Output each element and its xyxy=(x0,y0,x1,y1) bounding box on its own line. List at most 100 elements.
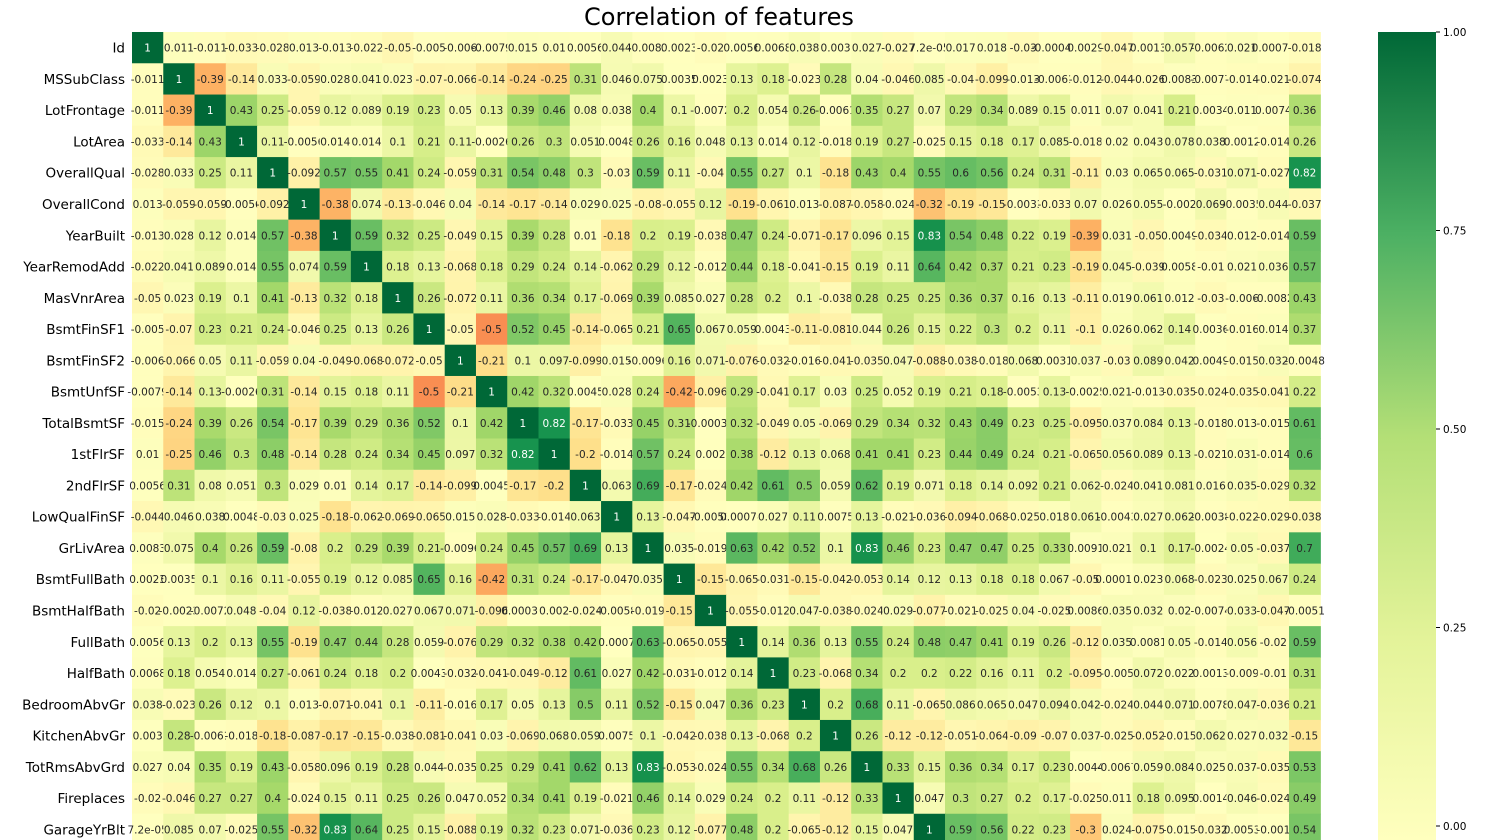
cell-value: 0.0068 xyxy=(755,43,792,55)
heatmap-cell xyxy=(538,782,571,815)
cell-value: 0.00071 xyxy=(1252,43,1295,55)
heatmap-cell xyxy=(288,188,321,221)
cell-value: 0.1 xyxy=(827,543,844,555)
heatmap-cell xyxy=(132,719,164,752)
cell-value: 0.42 xyxy=(511,387,534,399)
cell-value: 0.82 xyxy=(542,418,565,430)
heatmap-cell xyxy=(288,250,321,283)
cell-value: -0.0023 xyxy=(159,606,200,618)
cell-value: 0.081 xyxy=(1165,480,1195,492)
cell-value: -0.038 xyxy=(694,230,728,242)
heatmap-cell xyxy=(1226,501,1259,533)
cell-value: -0.033 xyxy=(131,136,165,148)
cell-value: 0.38 xyxy=(542,637,565,649)
cell-value: 0.25 xyxy=(386,824,409,836)
cell-value: -0.016 xyxy=(1225,324,1259,336)
heatmap-cell xyxy=(694,594,727,627)
heatmap-cell xyxy=(976,563,1009,596)
cell-value: 0.52 xyxy=(417,418,440,430)
row-label: FullBath xyxy=(71,635,125,651)
heatmap-cell xyxy=(882,782,915,815)
heatmap-cell xyxy=(726,782,758,815)
row-label: OverallCond xyxy=(42,197,125,213)
heatmap-cell xyxy=(225,157,258,189)
cell-value: 0.11 xyxy=(793,793,816,805)
heatmap-cell xyxy=(1226,594,1259,627)
row-label: MSSubClass xyxy=(44,72,125,88)
cell-value: 0.13 xyxy=(230,637,253,649)
heatmap-cell xyxy=(1257,125,1290,158)
heatmap-cell xyxy=(132,813,164,840)
cell-value: -0.13 xyxy=(384,199,411,211)
cell-value: 0.0034 xyxy=(1192,105,1229,117)
cell-value: 1 xyxy=(488,387,495,399)
heatmap-cell xyxy=(319,688,352,721)
heatmap-cell xyxy=(819,407,852,440)
heatmap-cell xyxy=(601,782,633,815)
cell-value: 0.05 xyxy=(449,105,472,117)
heatmap-cell xyxy=(1163,719,1196,752)
heatmap-cell xyxy=(694,532,727,565)
cell-value: -0.087 xyxy=(819,199,853,211)
cell-value: 0.061 xyxy=(1133,293,1163,305)
cell-value: -0.0026 xyxy=(221,387,262,399)
cell-value: 0.047 xyxy=(914,793,944,805)
heatmap-cell xyxy=(788,282,821,315)
heatmap-cell xyxy=(225,94,258,127)
cell-value: -0.014 xyxy=(600,449,634,461)
heatmap-cell xyxy=(257,469,289,502)
cell-value: 0.047 xyxy=(789,606,819,618)
heatmap-cell xyxy=(913,438,946,471)
heatmap-cell xyxy=(475,657,508,690)
cell-value: 0.033 xyxy=(164,168,194,180)
heatmap-cell xyxy=(726,657,758,690)
cell-value: 0.5 xyxy=(577,699,594,711)
cell-value: -0.099 xyxy=(975,74,1009,86)
heatmap-cell xyxy=(444,250,477,283)
cell-value: -0.024 xyxy=(694,762,728,774)
cell-value: 0.0023 xyxy=(129,574,166,586)
cell-value: 0.29 xyxy=(355,543,378,555)
heatmap-cell xyxy=(507,188,540,221)
heatmap-cell xyxy=(1195,626,1228,658)
heatmap-cell xyxy=(163,344,196,377)
heatmap-cell xyxy=(1101,375,1134,408)
heatmap-cell xyxy=(507,813,540,840)
cell-value: 0.57 xyxy=(324,168,347,180)
heatmap-cell xyxy=(851,501,884,533)
cell-value: 0.35 xyxy=(198,762,221,774)
cell-value: 0.43 xyxy=(949,418,972,430)
heatmap-cell xyxy=(1101,469,1134,502)
heatmap-cell xyxy=(1226,751,1259,784)
cell-value: 0.23 xyxy=(1043,762,1066,774)
cell-value: 0.32 xyxy=(480,449,503,461)
cell-value: 0.11 xyxy=(230,168,253,180)
cell-value: 0.05 xyxy=(793,418,816,430)
cell-value: 0.0035 xyxy=(661,74,698,86)
heatmap-cell xyxy=(194,375,227,408)
heatmap-cell xyxy=(1132,501,1165,533)
heatmap-cell xyxy=(663,594,696,627)
cell-value: 0.36 xyxy=(730,699,754,711)
heatmap-cell xyxy=(382,657,415,690)
cell-value: -0.068 xyxy=(975,512,1009,524)
heatmap-cell xyxy=(569,532,602,565)
heatmap-cell xyxy=(507,344,540,377)
cell-value: -0.031 xyxy=(756,574,790,586)
cell-value: 0.037 xyxy=(1227,762,1257,774)
cell-value: 0.0083 xyxy=(129,543,166,555)
cell-value: 0.002 xyxy=(695,449,725,461)
cell-value: -0.0051 xyxy=(1284,606,1325,618)
heatmap-cell xyxy=(1070,751,1102,784)
cell-value: 0.089 xyxy=(195,262,225,274)
heatmap-cell xyxy=(257,282,289,315)
cell-value: 0.068 xyxy=(539,731,569,743)
cell-value: -0.18 xyxy=(322,512,349,524)
cell-value: 0.051 xyxy=(570,136,600,148)
cell-value: 0.14 xyxy=(355,480,379,492)
cell-value: -0.047 xyxy=(600,574,634,586)
heatmap-cell xyxy=(413,63,446,96)
heatmap-cell xyxy=(288,782,321,815)
cell-value: 0.69 xyxy=(574,543,597,555)
